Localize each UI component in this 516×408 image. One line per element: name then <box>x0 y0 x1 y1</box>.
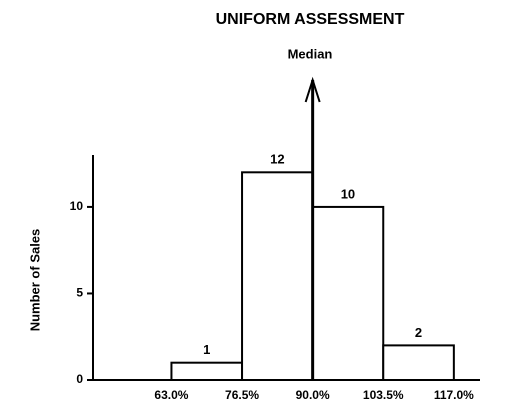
x-tick-label: 90.0% <box>296 388 330 402</box>
y-axis-label: Number of Sales <box>27 229 42 332</box>
value-label: 10 <box>341 186 355 201</box>
bar <box>170 361 244 382</box>
bar <box>382 344 455 381</box>
x-tick-label: 63.0% <box>154 388 188 402</box>
value-label: 2 <box>415 325 422 340</box>
x-tick-label: 103.5% <box>363 388 404 402</box>
bar <box>241 171 314 381</box>
median-label: Median <box>288 46 333 61</box>
x-tick-label: 117.0% <box>434 388 474 402</box>
bar <box>311 205 385 381</box>
median-arrowhead <box>304 76 321 103</box>
x-tick-label: 76.5% <box>225 388 259 402</box>
y-tick-label: 0 <box>76 372 83 386</box>
y-tick-label: 10 <box>70 199 84 213</box>
y-tick-label: 5 <box>76 286 83 300</box>
value-label: 1 <box>203 342 210 357</box>
chart-title: UNIFORM ASSESSMENT <box>216 11 405 28</box>
value-label: 12 <box>270 152 284 167</box>
